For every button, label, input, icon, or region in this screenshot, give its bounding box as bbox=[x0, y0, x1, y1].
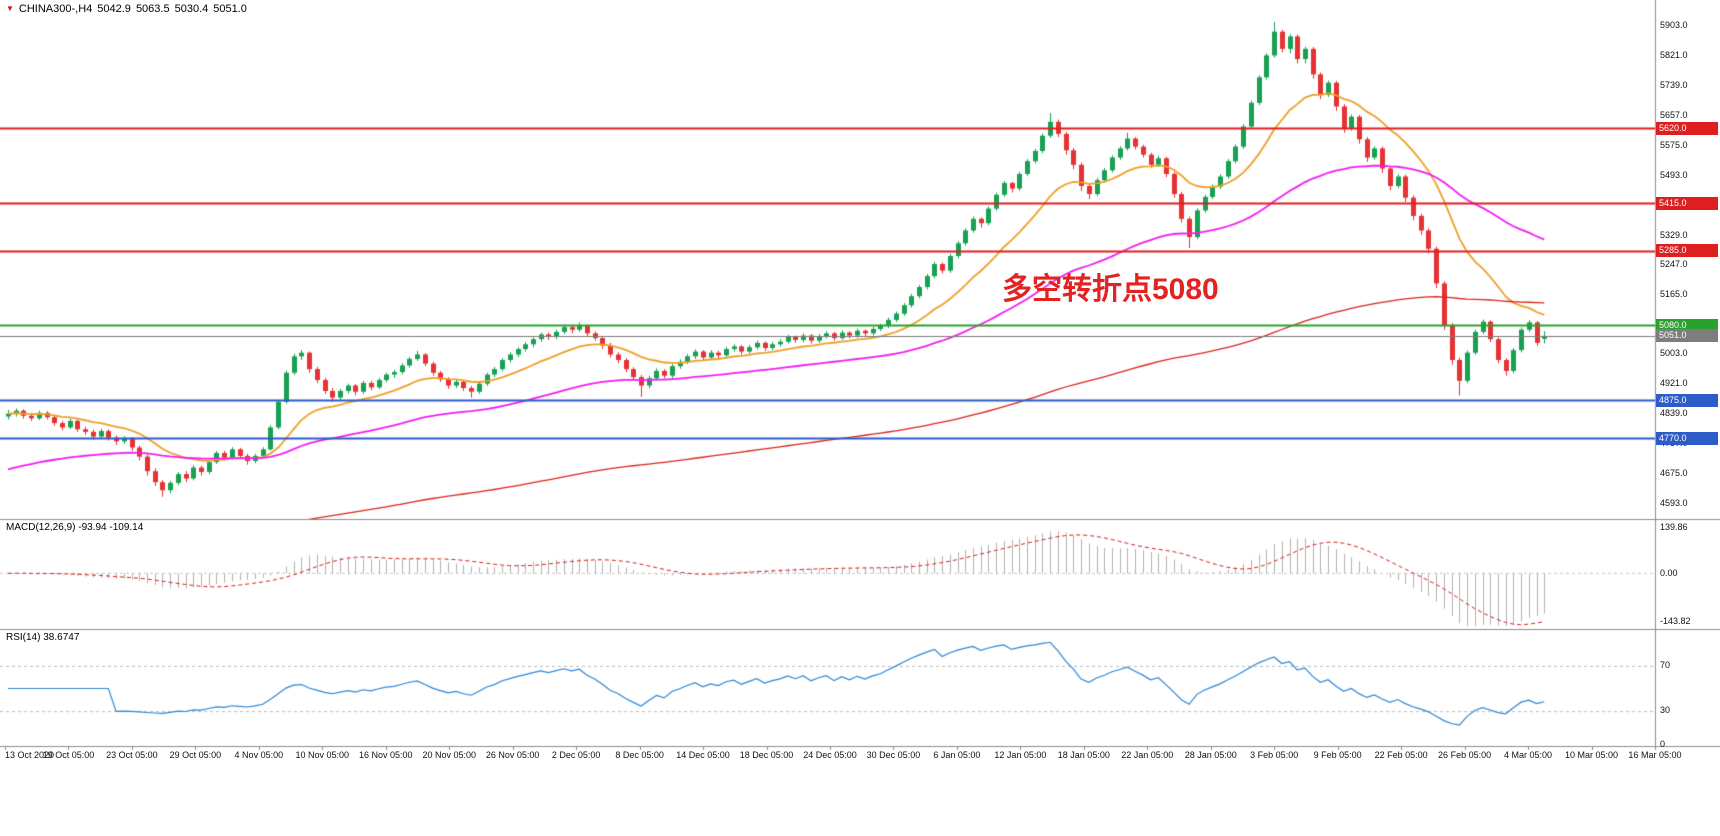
time-axis-label: 2 Dec 05:00 bbox=[551, 750, 601, 760]
price-tick-label: 4921.0 bbox=[1660, 378, 1688, 389]
time-axis-label: 20 Nov 05:00 bbox=[422, 750, 476, 760]
level-badge-4770.0: 4770.0 bbox=[1656, 431, 1718, 445]
price-tick-label: 5739.0 bbox=[1660, 79, 1688, 90]
level-badge-4875.0: 4875.0 bbox=[1656, 393, 1718, 407]
time-axis-label: 12 Jan 05:00 bbox=[994, 750, 1047, 760]
time-axis-label: 14 Dec 05:00 bbox=[676, 750, 730, 760]
price-tick-label: 5821.0 bbox=[1660, 50, 1688, 61]
level-badge-5415.0: 5415.0 bbox=[1656, 196, 1718, 210]
time-axis-label: 18 Jan 05:00 bbox=[1057, 750, 1110, 760]
rsi-axis-label: 0 bbox=[1660, 739, 1666, 749]
time-axis-label: 19 Oct 05:00 bbox=[42, 750, 95, 760]
time-axis[interactable]: 13 Oct 2020 19 Oct 05:00 23 Oct 05:00 29 Oc… bbox=[0, 748, 1720, 766]
price-tick-label: 4675.0 bbox=[1660, 468, 1688, 479]
time-axis-label: 24 Dec 05:00 bbox=[803, 750, 857, 760]
time-axis-label: 22 Feb 05:00 bbox=[1374, 750, 1428, 760]
time-axis-label: 6 Jan 05:00 bbox=[933, 750, 981, 760]
time-axis-label: 10 Nov 05:00 bbox=[295, 750, 350, 760]
level-badge-5620.0: 5620.0 bbox=[1656, 121, 1718, 135]
macd-axis-label: 139.86 bbox=[1660, 522, 1688, 533]
price-tick-label: 5329.0 bbox=[1660, 229, 1688, 240]
time-axis-label: 10 Mar 05:00 bbox=[1564, 750, 1619, 760]
time-axis-label: 28 Jan 05:00 bbox=[1184, 750, 1237, 760]
price-tick-label: 5247.0 bbox=[1660, 259, 1688, 270]
price-tick-label: 5903.0 bbox=[1660, 20, 1688, 31]
macd-axis-label: 0.00 bbox=[1660, 568, 1678, 579]
rsi-axis-label: 70 bbox=[1660, 659, 1671, 670]
time-axis-label: 29 Oct 05:00 bbox=[169, 750, 222, 760]
time-axis-label: 9 Feb 05:00 bbox=[1313, 750, 1362, 760]
time-axis-label: 3 Feb 05:00 bbox=[1250, 750, 1299, 760]
time-axis-label: 4 Nov 05:00 bbox=[234, 750, 284, 760]
time-axis-label: 18 Dec 05:00 bbox=[739, 750, 794, 760]
price-tick-label: 5493.0 bbox=[1660, 169, 1688, 180]
price-tick-label: 5575.0 bbox=[1660, 139, 1688, 150]
price-tick-label: 4593.0 bbox=[1660, 497, 1688, 508]
level-badge-5285.0: 5285.0 bbox=[1656, 244, 1718, 258]
time-axis-label: 26 Feb 05:00 bbox=[1438, 750, 1492, 760]
price-tick-label: 5165.0 bbox=[1660, 289, 1688, 300]
time-axis-label: 23 Oct 05:00 bbox=[106, 750, 158, 760]
time-axis-label: 16 Nov 05:00 bbox=[358, 750, 413, 760]
rsi-axis-label: 30 bbox=[1660, 705, 1671, 716]
time-axis-label: 13 Oct 2020 bbox=[5, 750, 55, 760]
time-axis-label: 8 Dec 05:00 bbox=[615, 750, 664, 760]
level-badge-5080.0: 5080.0 bbox=[1656, 318, 1718, 332]
price-tick-label: 5003.0 bbox=[1660, 348, 1688, 359]
time-axis-label: 30 Dec 05:00 bbox=[866, 750, 921, 760]
price-tick-label: 4839.0 bbox=[1660, 408, 1688, 419]
price-axis[interactable]: 5903.05821.05739.05657.05575.05493.05411… bbox=[1656, 0, 1720, 749]
time-axis-label: 4 Mar 05:00 bbox=[1504, 750, 1553, 760]
price-tick-label: 5657.0 bbox=[1660, 109, 1688, 120]
time-axis-label: 26 Nov 05:00 bbox=[485, 750, 540, 760]
level-badge-5051.0: 5051.0 bbox=[1656, 329, 1718, 343]
time-axis-label: 22 Jan 05:00 bbox=[1121, 750, 1174, 760]
macd-axis-label: -143.82 bbox=[1660, 615, 1691, 626]
time-axis-label: 16 Mar 05:00 bbox=[1628, 750, 1682, 760]
